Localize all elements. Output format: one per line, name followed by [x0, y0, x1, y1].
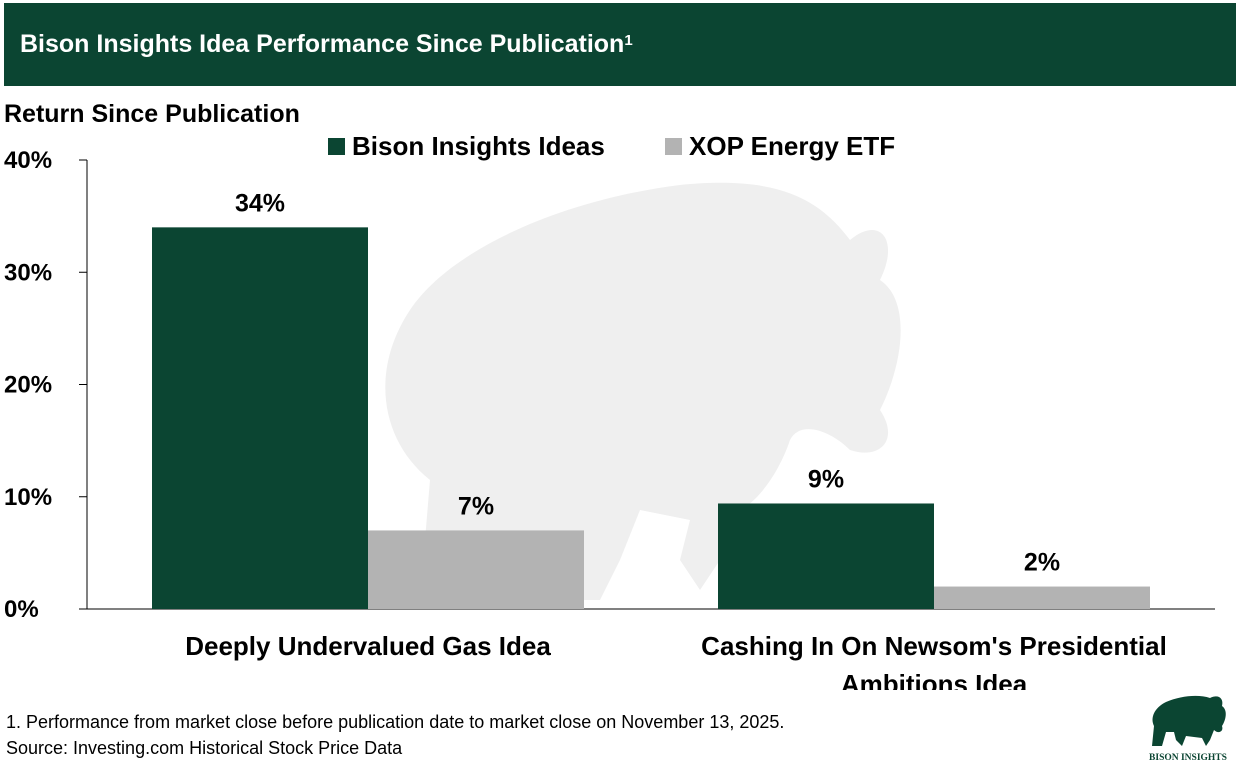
- x-tick-label: Deeply Undervalued Gas Idea: [185, 631, 551, 661]
- bar: [934, 586, 1150, 609]
- y-tick-label: 0%: [4, 596, 39, 623]
- x-tick-label: Ambitions Idea: [841, 669, 1028, 690]
- legend-swatch: [665, 138, 682, 155]
- watermark-bison-icon: [385, 182, 901, 601]
- y-tick-label: 40%: [4, 147, 52, 174]
- y-tick-label: 30%: [4, 259, 52, 286]
- y-axis-title: Return Since Publication: [4, 100, 300, 128]
- footnote-performance: 1. Performance from market close before …: [6, 712, 785, 732]
- axes: 0% 10% 20% 30% 40% Return Since Publication Bi…: [4, 100, 1215, 623]
- logo-text: BISON INSIGHTS: [1149, 753, 1227, 763]
- title-footnote-marker: 1: [624, 32, 633, 49]
- legend-label: Bison Insights Ideas: [352, 131, 605, 161]
- bar: [368, 530, 584, 609]
- y-tick-label: 20%: [4, 372, 52, 399]
- legend-label: XOP Energy ETF: [689, 131, 895, 161]
- chart-title: Bison Insights Idea Performance Since Pu…: [20, 30, 625, 58]
- data-label: 34%: [235, 189, 285, 217]
- data-label: 7%: [458, 492, 494, 520]
- bars: [152, 227, 1150, 609]
- y-tick-label: 10%: [4, 484, 52, 511]
- legend-swatch: [328, 138, 345, 155]
- data-label: 9%: [808, 465, 844, 493]
- data-label: 2%: [1024, 549, 1060, 577]
- bar-chart: 0% 10% 20% 30% 40% Return Since Publication Bi…: [4, 100, 1215, 690]
- x-tick-label: Cashing In On Newsom's Presidential: [701, 631, 1167, 661]
- chart-title-banner: Bison Insights Idea Performance Since Pu…: [4, 3, 1236, 86]
- logo-bison-icon: [1152, 695, 1226, 746]
- bar: [152, 227, 368, 609]
- bar: [718, 503, 934, 609]
- footnote-source: Source: Investing.com Historical Stock P…: [6, 738, 403, 758]
- bison-insights-logo: BISON INSIGHTS: [1149, 695, 1227, 763]
- labels: 34% 7% Deeply Undervalued Gas Idea 9% 2% Cash…: [185, 189, 1167, 690]
